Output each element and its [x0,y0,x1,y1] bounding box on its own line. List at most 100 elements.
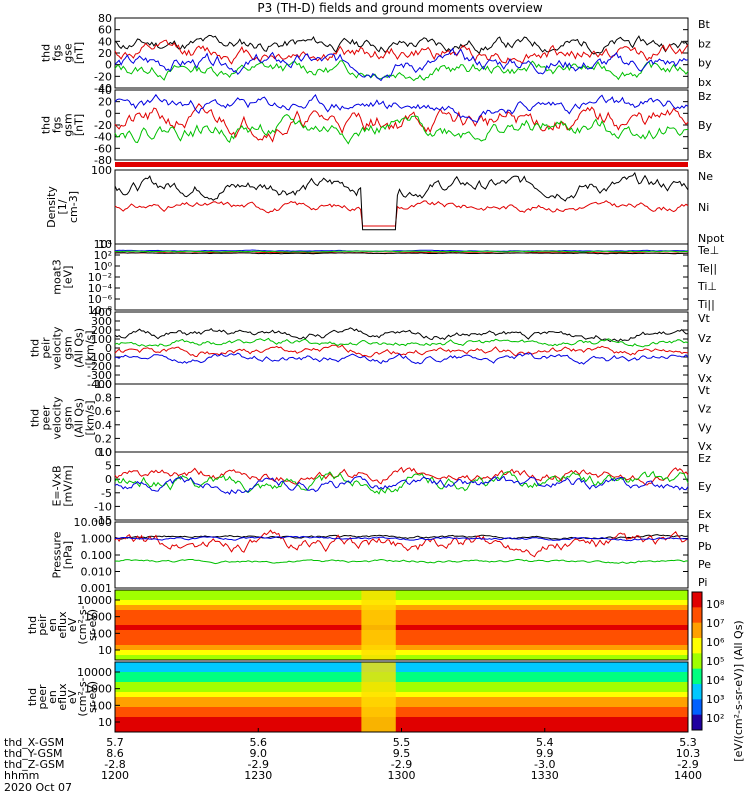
y-axis-label: moat3[eV] [51,259,75,295]
y-axis-label: E=-VxB[mV/m] [51,465,75,506]
spectrogram-stack: 10000100010010thdpeirenefluxeV(cm²-s-sr-… [26,589,689,733]
y-tick-label: 10000 [77,666,112,679]
legend-Ti||: Ti|| [697,298,715,311]
panel-frame [114,383,689,453]
colorbar-tick-label: 10⁸ [706,598,725,611]
y-tick-label: 40 [98,35,112,48]
y-axis-label-line: (All Qs) [73,328,86,368]
colorbar-label: [eV/(cm²-s-sr-eV)] (All Qs) [732,620,745,761]
y-tick-label: -10 [94,500,112,513]
colorbar-segment [692,668,702,685]
y-axis-label-line: fgs [51,44,64,61]
footer-value: 1230 [244,769,272,782]
legend-Ex: Ex [698,508,712,521]
spectrogram-band [115,655,688,661]
y-tick-label: 400 [91,306,112,319]
panel-2: 100 10 Density[1/cm-3] Ne Ni Npot [45,164,725,251]
panel-stack: 806040200-20-40thdfgsgse[nT]Btbzbybx4020… [29,12,725,595]
colorbar-segment [692,653,702,670]
spectrogram-band [115,692,688,698]
colorbar-segment [692,714,702,731]
colorbar-frame [691,591,703,731]
y-tick-label: 10² [94,249,112,262]
spectrogram-0: 10000100010010thdpeirenefluxeV(cm²-s-sr-… [26,589,689,661]
legend-Te⊥: Te⊥ [697,244,719,257]
y-axis-label: Pressure[nPa] [51,531,75,578]
y-tick-label: -5 [101,487,112,500]
y-axis-label-line: [mV/m] [62,465,75,506]
footer-value: -2.9 [391,758,412,771]
footer-value: -3.0 [534,758,555,771]
y-axis-label-line: velocity [51,396,64,439]
y-axis-label-line: cm-3] [67,191,80,223]
colorbar: 10⁸ 10⁷ 10⁶ 10⁵ 10⁴ 10³ 10² [eV/(cm²-s-sr-eV)] … [691,591,745,762]
footer-value: 5.7 [106,736,124,749]
panel-frame [114,589,689,661]
footer-value: 8.6 [106,747,124,760]
legend-Vz: Vz [698,332,712,345]
y-axis-label-line: [eV] [62,266,75,289]
footer-value: 9.9 [536,747,554,760]
y-axis-label-line: gse [62,43,75,63]
legend-Ez: Ez [698,452,711,465]
legend-by: by [698,57,712,70]
series-Ey [114,470,689,495]
footer-value: 9.0 [250,747,268,760]
legend-Bx: Bx [698,148,713,161]
footer-value: 9.5 [393,747,411,760]
y-axis-label-line: eflux [56,683,69,711]
y-tick-label: -40 [94,82,112,95]
spectrogram-band [115,590,688,596]
y-axis-label-line: gsm [62,336,75,359]
y-tick-label: 300 [91,315,112,328]
y-tick-label: 0.010 [81,566,113,579]
y-tick-label: 1.0 [95,378,113,391]
y-tick-label: 10.000 [74,516,113,529]
spectrogram-event [361,662,396,732]
y-tick-label: 200 [91,324,112,337]
legend-Ti⊥: Ti⊥ [697,280,717,293]
y-tick-label: 100 [91,627,112,640]
colorbar-tick-label: 10⁶ [706,636,725,649]
legend-Vx: Vx [698,372,713,385]
spectrogram-band [115,687,688,693]
footer-value: -2.9 [248,758,269,771]
series-Vt [114,327,688,343]
y-tick-label: 10⁻⁴ [88,282,113,295]
footer-value: 5.6 [250,736,268,749]
footer-value: 1330 [531,769,559,782]
series-Pb [114,529,689,558]
y-tick-label: -60 [94,142,112,155]
y-axis-label-line: gsm [62,113,75,136]
y-tick-label: -20 [94,119,112,132]
y-tick-label: 10⁻² [88,271,112,284]
y-axis-label-line: peer [36,684,49,710]
legend-Vy: Vy [698,352,712,365]
footer-value: 1200 [101,769,129,782]
legend-Vy: Vy [698,421,712,434]
footer-row-label: thd_X-GSM [4,736,64,749]
footer-row-label: thd_Z-GSM [4,758,64,771]
series-Pi [114,535,689,542]
footer-row-label: thd_Y-GSM [4,747,63,760]
panel-frame [114,243,689,311]
legend-Pt: Pt [698,522,710,535]
legend-bz: bz [698,37,711,50]
y-axis-label-line: moat3 [51,259,64,295]
spectrogram-band [115,605,688,611]
y-tick-label: -40 [94,131,112,144]
footer-value: 5.5 [393,736,411,749]
y-axis-label-line: thd [40,116,53,134]
colorbar-segment [692,699,702,716]
legend-Vz: Vz [698,403,712,416]
y-axis-label-line: [1/ [56,199,69,214]
legend-Vt: Vt [698,312,711,325]
legend-Pe: Pe [698,558,711,571]
spectrogram-band [115,682,688,688]
spectrogram-band [115,677,688,683]
